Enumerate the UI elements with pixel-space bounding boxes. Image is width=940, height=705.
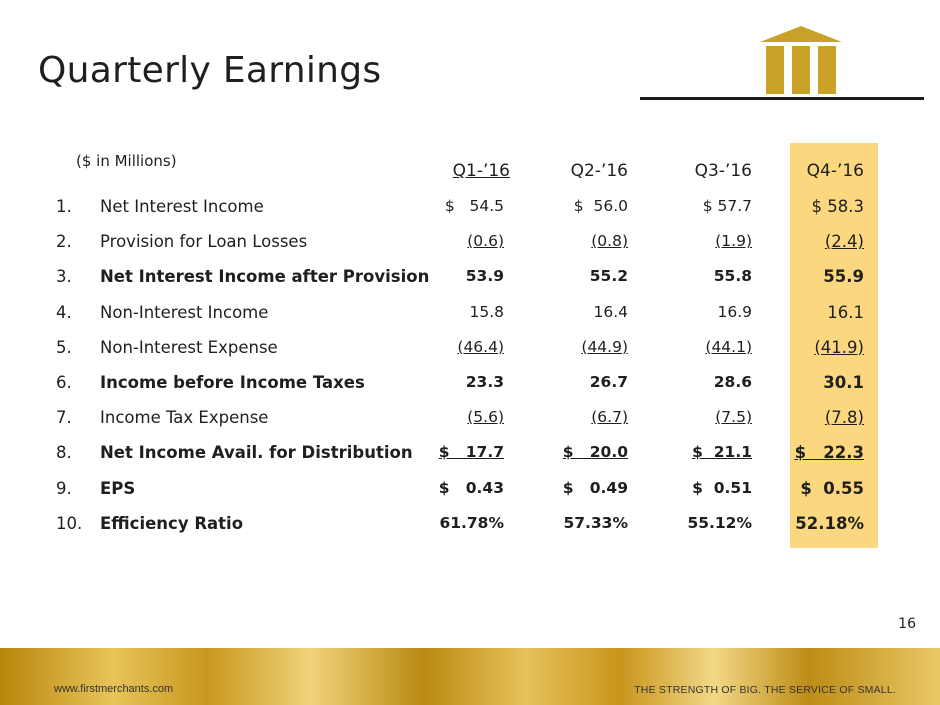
- row-label: Income Tax Expense: [100, 408, 269, 428]
- cell-q1: (5.6): [467, 408, 504, 427]
- cell-q2: (0.8): [591, 232, 628, 251]
- cell-q4: (7.8): [824, 408, 864, 428]
- cell-q1: (46.4): [457, 337, 504, 356]
- row-number: 3.: [56, 267, 72, 287]
- q4-highlight-column: [790, 143, 878, 548]
- table-row: 6. Income before Income Taxes 23.3 26.7 28.6…: [0, 373, 940, 408]
- footer-band: [0, 648, 940, 705]
- row-label: Net Interest Income after Provision: [100, 267, 430, 287]
- column-header-q1: Q1-’16: [452, 161, 510, 181]
- cell-q2: $ 56.0: [573, 197, 628, 215]
- cell-q3: 28.6: [713, 373, 752, 391]
- registered-mark: ®: [818, 84, 829, 96]
- row-label: Provision for Loan Losses: [100, 232, 308, 252]
- cell-q3: (44.1): [705, 337, 752, 356]
- cell-q1: 15.8: [469, 302, 504, 321]
- cell-q2: 57.33%: [563, 513, 628, 532]
- footer-tagline: THE STRENGTH OF BIG. THE SERVICE OF SMAL…: [634, 684, 896, 696]
- row-number: 5.: [56, 337, 72, 357]
- row-number: 1.: [56, 197, 72, 216]
- row-label: Non-Interest Expense: [100, 337, 278, 357]
- row-number: 7.: [56, 408, 72, 428]
- cell-q2: $ 0.49: [562, 478, 628, 497]
- cell-q3: 16.9: [717, 302, 752, 321]
- cell-q3: $ 57.7: [702, 197, 752, 215]
- company-logo-icon: ®: [760, 26, 842, 96]
- cell-q3: $ 21.1: [692, 443, 752, 462]
- units-note: ($ in Millions): [76, 152, 177, 170]
- row-number: 8.: [56, 443, 72, 463]
- cell-q2: $ 20.0: [562, 443, 628, 462]
- cell-q2: 55.2: [589, 267, 628, 286]
- row-label: Non-Interest Income: [100, 302, 269, 322]
- cell-q2: (6.7): [591, 408, 628, 427]
- cell-q4: 16.1: [827, 302, 864, 322]
- cell-q2: (44.9): [581, 337, 628, 356]
- table-row: 9. EPS $ 0.43 $ 0.49 $ 0.51 $ 0.55: [0, 479, 940, 514]
- table-row: 7. Income Tax Expense (5.6) (6.7) (7.5) (7.8): [0, 408, 940, 443]
- cell-q2: 16.4: [593, 302, 628, 321]
- cell-q1: $ 0.43: [438, 478, 504, 497]
- row-number: 9.: [56, 478, 72, 498]
- cell-q1: $ 54.5: [444, 197, 504, 215]
- table-row: 4. Non-Interest Income 15.8 16.4 16.9 16.1: [0, 303, 940, 338]
- cell-q3: (7.5): [715, 408, 752, 427]
- logo-rule: [640, 97, 924, 100]
- cell-q1: 23.3: [465, 373, 504, 391]
- cell-q4: 30.1: [823, 373, 864, 392]
- cell-q1: (0.6): [467, 232, 504, 251]
- cell-q3: (1.9): [715, 232, 752, 251]
- page-title: Quarterly Earnings: [38, 50, 382, 91]
- table-row: 3. Net Interest Income after Provision 53.…: [0, 267, 940, 302]
- table-row: 1. Net Interest Income $ 54.5 $ 56.0 $ 57.7 $…: [0, 197, 940, 232]
- cell-q4: 55.9: [823, 267, 864, 287]
- cell-q4: (2.4): [824, 232, 864, 252]
- cell-q1: 53.9: [465, 267, 504, 286]
- row-number: 6.: [56, 373, 72, 392]
- cell-q1: $ 17.7: [438, 443, 504, 462]
- table-row: 2. Provision for Loan Losses (0.6) (0.8) (1.…: [0, 232, 940, 267]
- cell-q4: $ 0.55: [800, 478, 864, 498]
- row-number: 4.: [56, 302, 72, 322]
- row-label: Net Income Avail. for Distribution: [100, 443, 413, 463]
- page-number: 16: [898, 616, 916, 632]
- row-label: EPS: [100, 478, 136, 498]
- cell-q2: 26.7: [589, 373, 628, 391]
- cell-q4: 52.18%: [795, 513, 864, 533]
- footer-url[interactable]: www.firstmerchants.com: [54, 683, 174, 695]
- cell-q4: $ 58.3: [811, 197, 864, 216]
- row-label: Net Interest Income: [100, 197, 264, 216]
- cell-q3: 55.12%: [687, 513, 752, 532]
- row-number: 2.: [56, 232, 72, 252]
- table-row: 5. Non-Interest Expense (46.4) (44.9) (44.1)…: [0, 338, 940, 373]
- cell-q3: 55.8: [713, 267, 752, 286]
- cell-q4: $ 22.3: [794, 443, 864, 463]
- row-number: 10.: [56, 513, 83, 533]
- column-header-q3: Q3-’16: [694, 161, 752, 181]
- column-header-q2: Q2-’16: [570, 161, 628, 181]
- table-row: 10. Efficiency Ratio 61.78% 57.33% 55.12% 52.…: [0, 514, 940, 549]
- row-label: Efficiency Ratio: [100, 513, 244, 533]
- cell-q3: $ 0.51: [692, 478, 752, 497]
- table-row: 8. Net Income Avail. for Distribution $ 17…: [0, 443, 940, 478]
- cell-q1: 61.78%: [439, 513, 504, 532]
- cell-q4: (41.9): [814, 337, 864, 357]
- row-label: Income before Income Taxes: [100, 373, 365, 392]
- column-header-q4: Q4-’16: [806, 161, 864, 181]
